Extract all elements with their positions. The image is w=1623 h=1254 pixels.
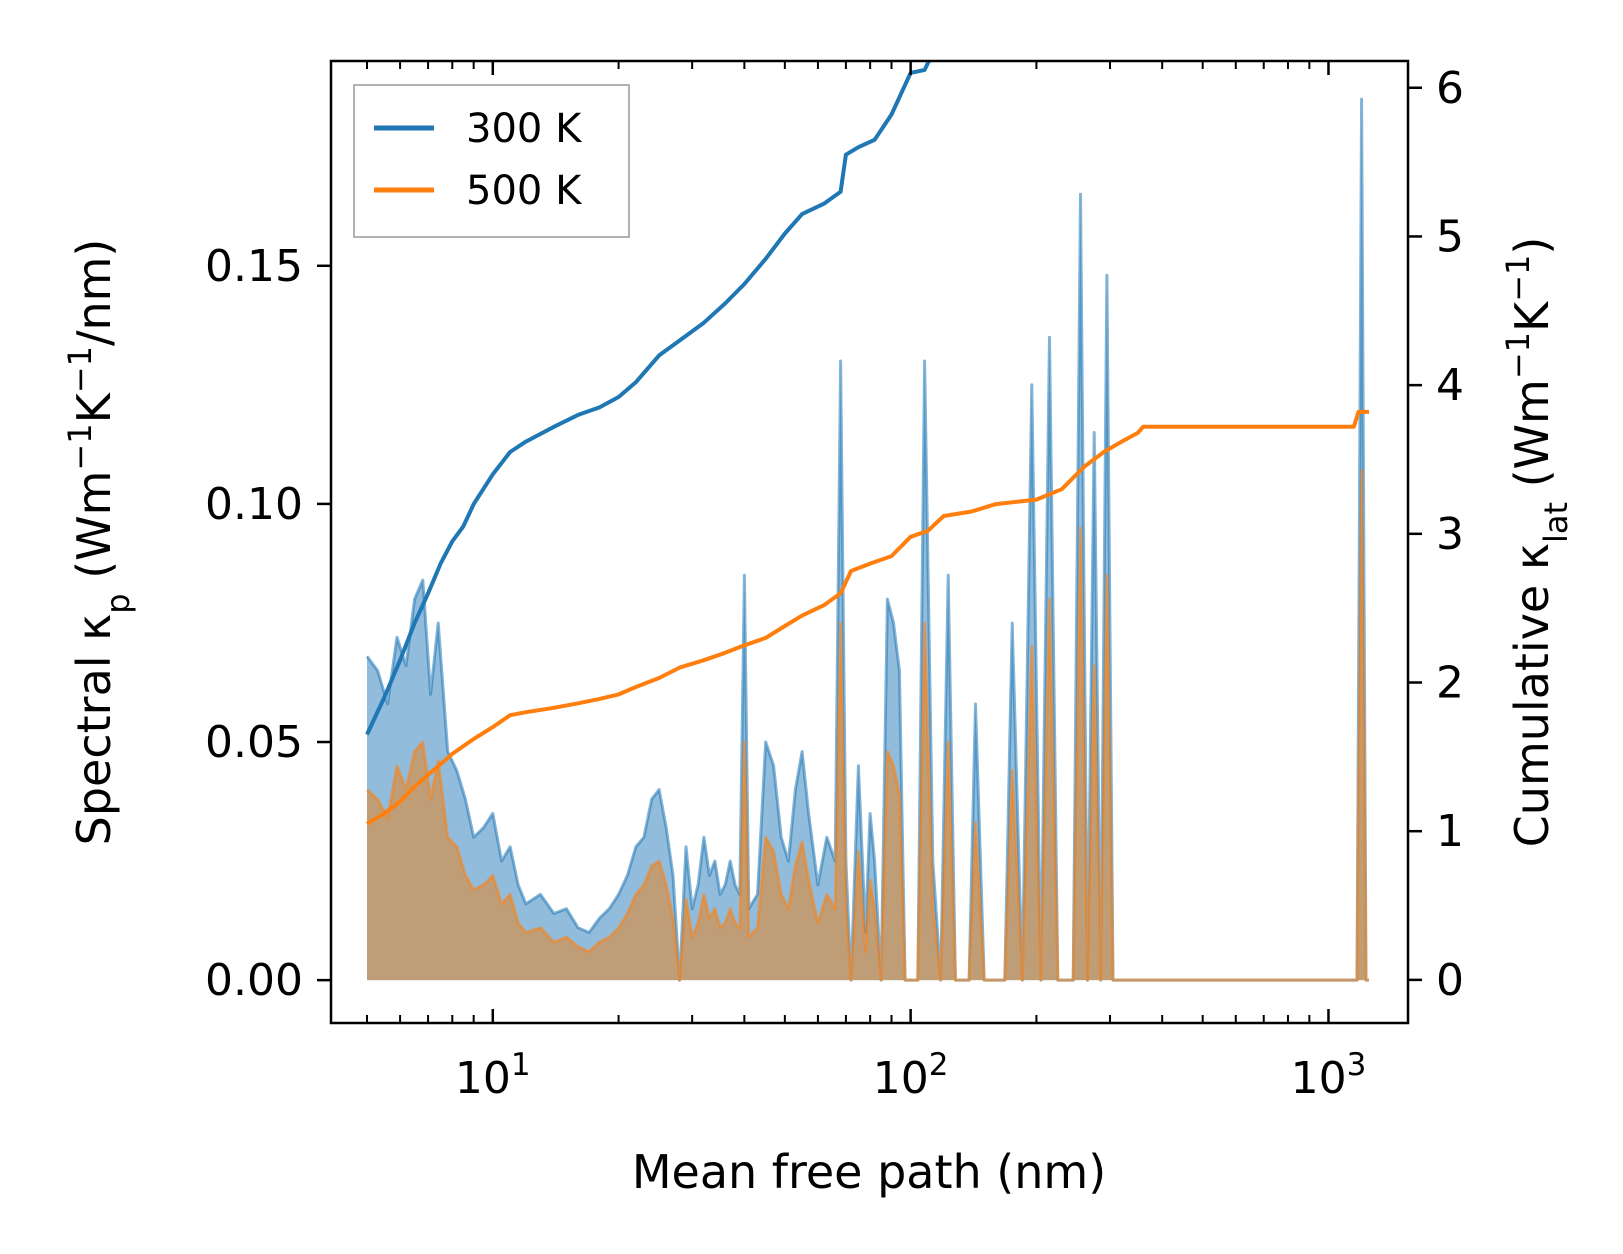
y-right-label-sub: lat — [1537, 502, 1575, 543]
y-right-label-sup2: −1 — [1499, 255, 1537, 302]
y-right-label-sup1: −1 — [1499, 332, 1537, 379]
y-right-tick-label: 3 — [1436, 509, 1464, 560]
y-right-label-pre: Cumulative κ — [1505, 543, 1559, 847]
y-left-tick-label: 0.00 — [205, 955, 303, 1006]
x-tick-label-base: 10 — [873, 1053, 929, 1104]
y-axis-label-left: Spectral κp (Wm−1K−1/nm) — [61, 239, 137, 846]
x-axis-label: Mean free path (nm) — [632, 1145, 1106, 1199]
y-left-label-sup2: −1 — [61, 346, 99, 393]
cumulative-layer — [365, 61, 1369, 826]
y-right-tick-label: 2 — [1436, 658, 1464, 709]
y-left-tick-label: 0.05 — [205, 717, 303, 768]
legend-label-500K: 500 K — [466, 168, 583, 214]
y-right-label-post: ) — [1505, 237, 1559, 255]
x-tick-label-exp: 2 — [929, 1047, 949, 1083]
y-right-tick-label: 1 — [1436, 806, 1464, 857]
y-left-label-pre: Spectral κ — [67, 614, 121, 846]
legend-box — [353, 84, 630, 238]
x-tick-label: 102 — [873, 1047, 949, 1104]
spectral-area-500K — [367, 470, 1369, 981]
y-left-tick-label: 0.15 — [205, 241, 303, 292]
legend: 300 K 500 K — [353, 84, 630, 238]
legend-label-300K: 300 K — [466, 106, 583, 152]
y-left-label-post: /nm) — [67, 239, 121, 346]
x-tick-label-exp: 1 — [511, 1047, 531, 1083]
ticks-layer — [317, 61, 1422, 1023]
cumulative-line-500K — [365, 409, 1369, 826]
y-axis-label-right: Cumulative κlat (Wm−1K−1) — [1499, 237, 1575, 848]
x-tick-label-base: 10 — [1291, 1053, 1347, 1104]
spectral-layer — [365, 97, 1369, 982]
x-tick-label: 101 — [455, 1047, 531, 1104]
x-tick-label-exp: 3 — [1347, 1047, 1367, 1083]
spectral-line-500K — [365, 469, 1369, 982]
x-tick-label: 103 — [1291, 1047, 1367, 1104]
cumulative-line-300K — [365, 61, 932, 736]
y-right-tick-label: 6 — [1436, 63, 1464, 114]
x-tick-label-base: 10 — [455, 1053, 511, 1104]
y-left-tick-label: 0.10 — [205, 479, 303, 530]
y-right-label-mid1: (Wm — [1505, 379, 1559, 502]
y-right-tick-label: 5 — [1436, 211, 1464, 262]
y-left-label-mid1: (Wm — [67, 471, 121, 594]
y-left-label-sup1: −1 — [61, 423, 99, 470]
y-left-label-sub: p — [99, 593, 137, 613]
y-right-tick-label: 0 — [1436, 955, 1464, 1006]
y-right-tick-label: 4 — [1436, 360, 1464, 411]
y-right-label-mid2: K — [1505, 300, 1559, 332]
y-left-label-mid2: K — [67, 391, 121, 423]
